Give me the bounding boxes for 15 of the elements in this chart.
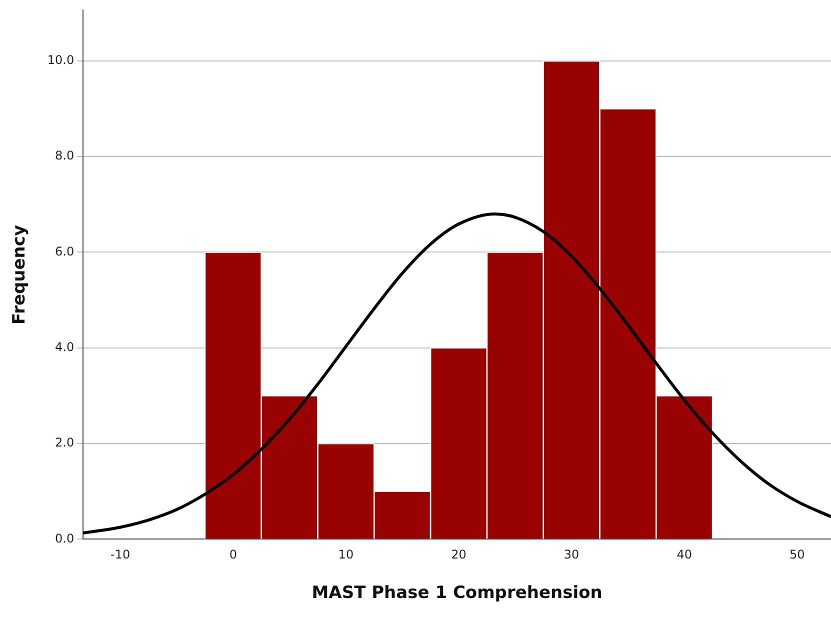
x-tick-label: 40: [676, 548, 692, 562]
y-tick-label: 4.0: [55, 340, 74, 354]
x-tick-label: -10: [110, 548, 130, 562]
x-tick-label: 20: [451, 548, 466, 562]
x-tick-label: 0: [229, 548, 237, 562]
y-tick-label: 6.0: [55, 244, 74, 258]
y-tick-label: 8.0: [55, 148, 74, 163]
y-tick-label: 10.0: [47, 53, 74, 68]
x-tick-label: 50: [790, 548, 805, 562]
x-tick-label: 10: [338, 548, 354, 562]
y-axis-title: Frequency: [10, 224, 30, 324]
x-axis-title: MAST Phase 1 Comprehension: [312, 583, 602, 604]
y-tick-label: 2.0: [55, 436, 74, 450]
y-tick-label: 0.0: [55, 531, 74, 546]
x-tick-label: 30: [564, 548, 580, 562]
